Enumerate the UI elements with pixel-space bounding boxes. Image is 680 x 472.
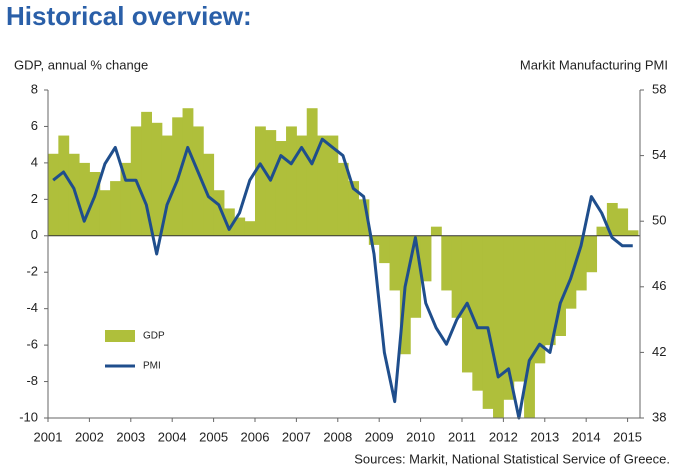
bar xyxy=(472,235,484,391)
bar xyxy=(192,126,204,236)
x-tick-label: 2012 xyxy=(489,429,518,444)
x-tick-label: 2006 xyxy=(241,429,270,444)
bar xyxy=(306,108,318,236)
y2-tick-label: 42 xyxy=(652,344,666,359)
y-tick-label: -4 xyxy=(26,300,38,315)
bar xyxy=(213,190,225,236)
bar xyxy=(161,135,173,236)
bar xyxy=(627,230,639,236)
x-tick-label: 2013 xyxy=(530,429,559,444)
x-tick-label: 2002 xyxy=(75,429,104,444)
bar xyxy=(79,162,90,236)
legend-label: GDP xyxy=(143,331,165,342)
y-tick-label: 8 xyxy=(31,81,38,96)
bar xyxy=(389,235,401,291)
bar xyxy=(617,208,629,236)
bar xyxy=(296,135,308,236)
bar xyxy=(606,202,618,236)
y-tick-label: 6 xyxy=(31,118,38,133)
y2-tick-label: 38 xyxy=(652,409,666,424)
bar xyxy=(254,126,266,236)
bar xyxy=(524,235,535,418)
bar xyxy=(244,221,256,236)
bar xyxy=(120,162,132,236)
bar xyxy=(596,226,608,236)
bar xyxy=(534,235,546,364)
line xyxy=(52,137,633,420)
bar xyxy=(575,235,587,291)
y-tick-label: -8 xyxy=(26,373,38,388)
y-tick-label: -2 xyxy=(26,264,38,279)
bar xyxy=(544,235,556,346)
bar xyxy=(441,235,453,291)
bar xyxy=(368,235,380,245)
bar xyxy=(286,126,297,236)
y-tick-label: 2 xyxy=(31,191,38,206)
bar xyxy=(48,153,59,236)
bar xyxy=(586,235,598,273)
bar xyxy=(513,235,525,382)
bar xyxy=(89,172,101,236)
bar xyxy=(420,235,432,282)
bar xyxy=(482,235,494,409)
x-tick-label: 2009 xyxy=(365,429,394,444)
y-tick-label: 0 xyxy=(31,227,38,242)
bar xyxy=(317,135,328,236)
y2-tick-label: 50 xyxy=(652,213,666,228)
x-tick-label: 2014 xyxy=(572,429,601,444)
bar xyxy=(275,141,287,236)
bar xyxy=(493,235,504,418)
bar xyxy=(565,235,577,309)
y-tick-label: -10 xyxy=(19,409,38,424)
y-tick-label: 4 xyxy=(31,154,38,169)
bar xyxy=(182,108,194,236)
x-tick-label: 2003 xyxy=(116,429,145,444)
x-tick-label: 2008 xyxy=(323,429,352,444)
chart-title: Historical overview: xyxy=(6,1,252,31)
y2-tick-label: 46 xyxy=(652,278,666,293)
legend-swatch xyxy=(105,330,135,342)
legend-label: PMI xyxy=(143,361,161,372)
source: Sources: Markit, National Statistical Se… xyxy=(354,451,670,466)
bar xyxy=(410,235,422,318)
x-tick-label: 2001 xyxy=(34,429,63,444)
bar xyxy=(430,226,442,236)
y2-tick-label: 54 xyxy=(652,147,666,162)
x-tick-label: 2015 xyxy=(613,429,642,444)
bar xyxy=(68,153,80,236)
bar xyxy=(58,135,70,236)
bar xyxy=(348,181,359,236)
bar xyxy=(503,235,515,400)
x-tick-label: 2011 xyxy=(448,429,476,444)
bar xyxy=(555,235,566,336)
y2-axis-label: Markit Manufacturing PMI xyxy=(520,57,668,72)
bar xyxy=(379,235,391,264)
y-axis-label: GDP, annual % change xyxy=(14,57,148,72)
bar xyxy=(141,111,152,236)
bar xyxy=(358,199,370,236)
y-tick-label: -6 xyxy=(26,337,38,352)
y2-tick-label: 58 xyxy=(652,81,666,96)
bar xyxy=(151,122,163,236)
x-tick-label: 2007 xyxy=(282,429,311,444)
bar xyxy=(234,217,246,236)
x-tick-label: 2004 xyxy=(158,429,187,444)
bar xyxy=(99,190,111,236)
bar xyxy=(110,181,121,236)
bar xyxy=(451,235,463,318)
bar xyxy=(327,135,339,236)
bar xyxy=(337,162,349,236)
x-tick-label: 2005 xyxy=(199,429,228,444)
bar xyxy=(265,130,277,236)
x-tick-label: 2010 xyxy=(406,429,435,444)
bar xyxy=(223,208,235,236)
